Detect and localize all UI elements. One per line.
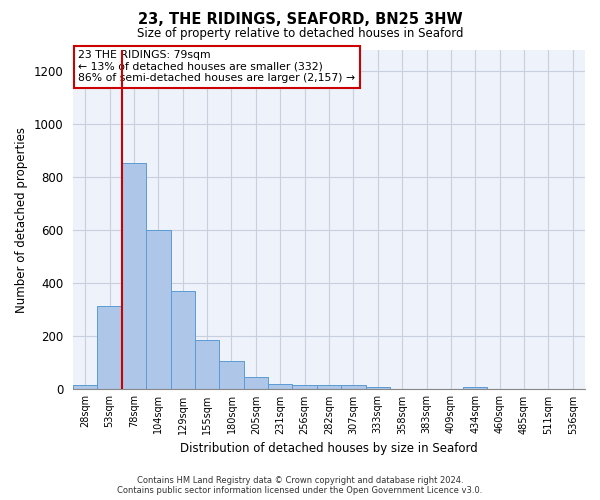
Bar bbox=[146, 230, 170, 390]
Bar bbox=[220, 361, 244, 390]
Bar bbox=[244, 377, 268, 390]
Bar bbox=[317, 384, 341, 390]
Bar bbox=[365, 387, 390, 390]
Bar bbox=[463, 387, 487, 390]
Text: Size of property relative to detached houses in Seaford: Size of property relative to detached ho… bbox=[137, 28, 463, 40]
Bar bbox=[341, 384, 365, 390]
Text: Contains HM Land Registry data © Crown copyright and database right 2024.
Contai: Contains HM Land Registry data © Crown c… bbox=[118, 476, 482, 495]
Y-axis label: Number of detached properties: Number of detached properties bbox=[15, 126, 28, 312]
Text: 23, THE RIDINGS, SEAFORD, BN25 3HW: 23, THE RIDINGS, SEAFORD, BN25 3HW bbox=[137, 12, 463, 28]
X-axis label: Distribution of detached houses by size in Seaford: Distribution of detached houses by size … bbox=[180, 442, 478, 455]
Bar bbox=[292, 384, 317, 390]
Bar bbox=[73, 386, 97, 390]
Bar bbox=[170, 292, 195, 390]
Text: 23 THE RIDINGS: 79sqm
← 13% of detached houses are smaller (332)
86% of semi-det: 23 THE RIDINGS: 79sqm ← 13% of detached … bbox=[78, 50, 355, 83]
Bar bbox=[97, 306, 122, 390]
Bar bbox=[195, 340, 220, 390]
Bar bbox=[268, 384, 292, 390]
Bar bbox=[122, 162, 146, 390]
